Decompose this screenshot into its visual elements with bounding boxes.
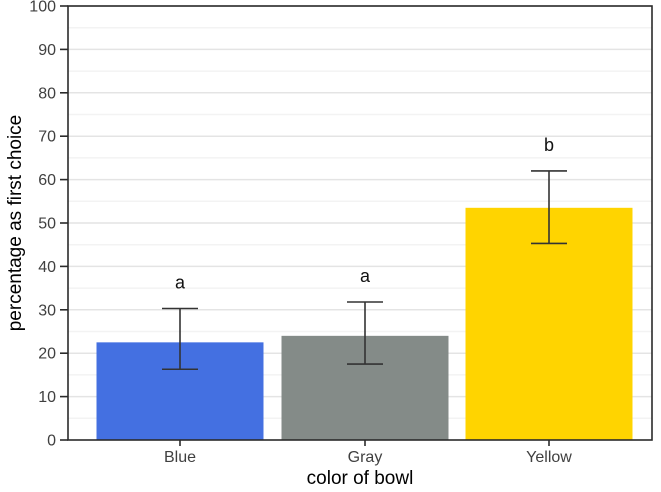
y-tick-label: 80 (38, 85, 56, 102)
x-tick-label: Gray (348, 449, 383, 466)
y-tick-label: 60 (38, 172, 56, 189)
y-tick-label: 90 (38, 42, 56, 59)
x-tick-label: Yellow (526, 449, 572, 466)
y-tick-label: 30 (38, 302, 56, 319)
y-axis-title: percentage as first choice (5, 114, 26, 332)
y-tick-label: 10 (38, 389, 56, 406)
y-tick-label: 0 (47, 433, 56, 450)
y-tick-label: 70 (38, 129, 56, 146)
y-tick-label: 20 (38, 346, 56, 363)
x-tick-label: Blue (164, 449, 196, 466)
y-tick-label: 50 (38, 216, 56, 233)
significance-letter: b (544, 135, 554, 155)
x-axis-title: color of bowl (306, 468, 414, 489)
bar-yellow (465, 207, 633, 440)
y-tick-label: 100 (29, 0, 56, 16)
y-tick-label: 40 (38, 259, 56, 276)
significance-letter: a (175, 272, 186, 292)
significance-letter: a (360, 266, 371, 286)
